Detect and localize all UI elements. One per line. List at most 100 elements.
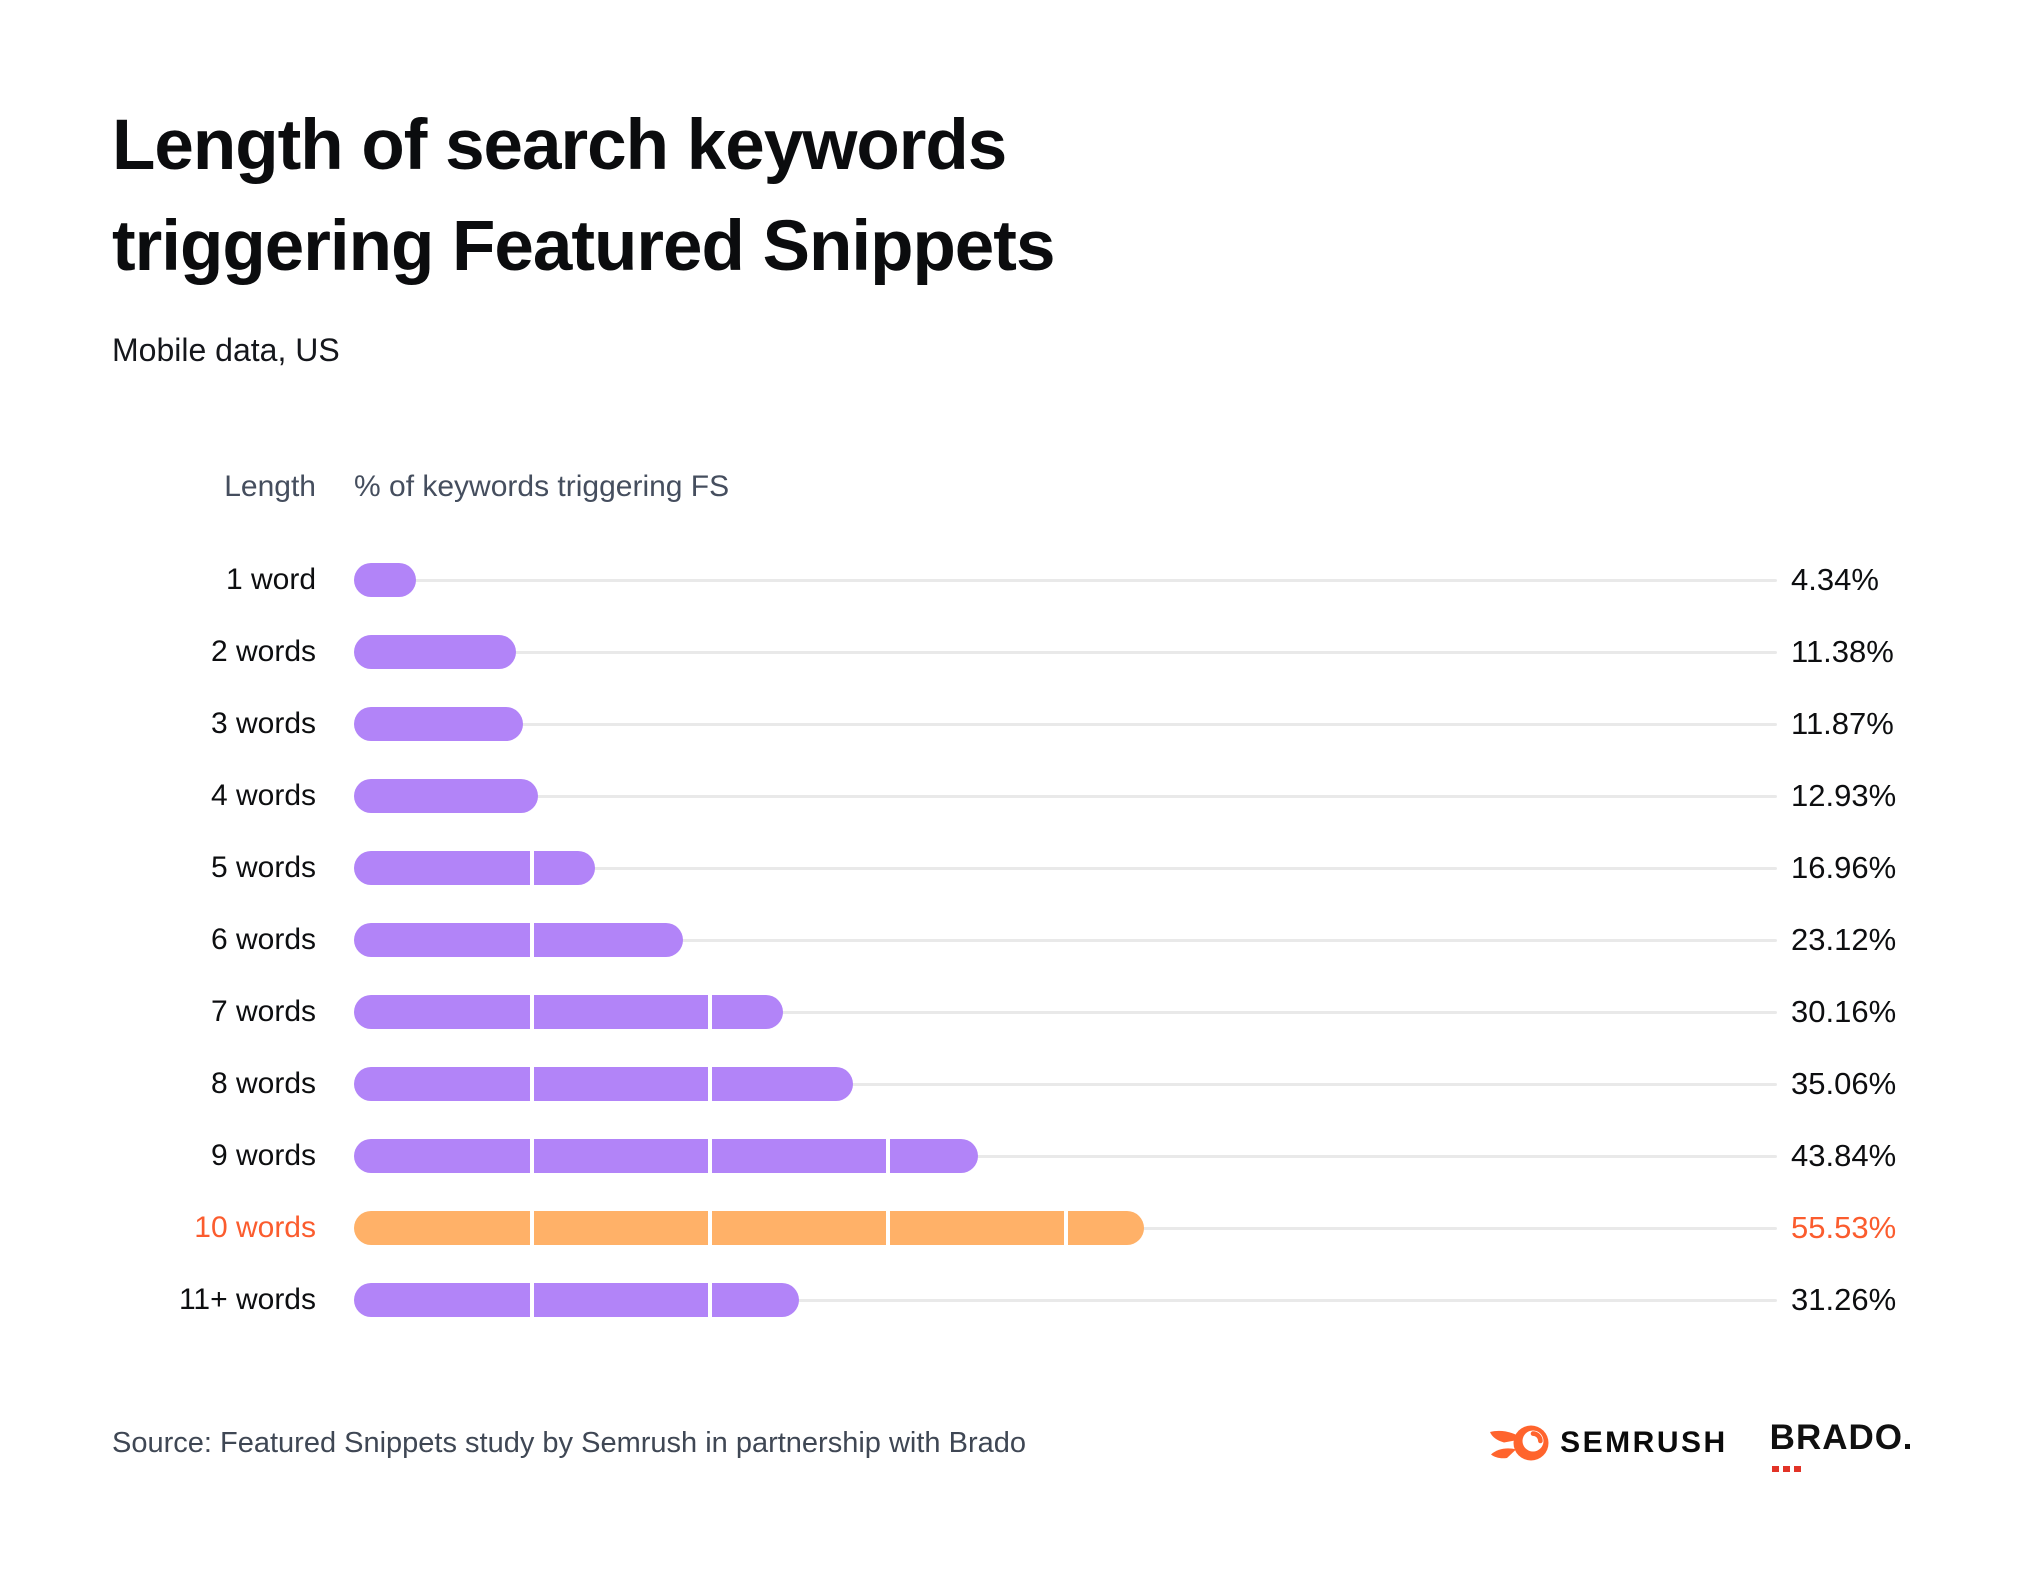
column-header-length: Length [224,470,316,504]
chart-row: 1 word 4.34% [112,544,1910,616]
bar-segment-divider [707,1139,712,1174]
row-label: 8 words [210,1067,316,1101]
bar-fill [354,563,416,598]
bar-fill [354,1067,853,1102]
value-label: 11.38% [1791,634,1894,670]
row-label: 10 words [194,1211,316,1245]
semrush-wordmark: SEMRUSH [1560,1426,1728,1459]
chart-row: 5 words 16.96% [112,832,1910,904]
track-line [354,1010,1777,1014]
row-label: 11+ words [178,1283,316,1317]
bar-segment-divider [529,1139,534,1174]
brado-period-mark [1905,1444,1910,1449]
bar-fill [354,995,784,1030]
source-text: Source: Featured Snippets study by Semru… [112,1426,1026,1459]
bar-segment-divider [529,1283,534,1318]
page-title-line1: Length of search keywords [112,106,1007,185]
chart-row: 10 words 55.53% [112,1192,1910,1264]
page-title-line2: triggering Featured Snippets [112,206,1055,286]
bar-track [354,851,1777,886]
brado-dots-icon [1771,1466,1801,1472]
bar-fill [354,851,596,886]
column-header-value: % of keywords triggering FS [354,470,730,504]
bar-segment-divider [885,1139,890,1174]
chart-row: 8 words 35.06% [112,1048,1910,1120]
track-line [354,578,1777,582]
semrush-logo: SEMRUSH [1488,1424,1728,1462]
bar-segment-divider [529,1211,534,1246]
bar-segment-divider [529,1067,534,1102]
bar-segment-divider [707,1067,712,1102]
chart-row: 3 words 11.87% [112,688,1910,760]
chart-row: 9 words 43.84% [112,1120,1910,1192]
bar-track [354,923,1777,958]
bar-segment-divider [707,995,712,1030]
row-label: 6 words [210,923,316,957]
value-label: 16.96% [1791,850,1897,886]
bar-segment-divider [1063,1211,1068,1246]
brado-wordmark: BRADO [1769,1418,1903,1457]
bar-fill [354,707,523,742]
bar-fill [354,635,516,670]
bar-fill [354,923,683,958]
track-line [354,938,1777,942]
track-line [354,1154,1777,1158]
bar-track [354,995,1777,1030]
value-label: 23.12% [1791,922,1897,958]
track-line [354,650,1777,654]
subtitle: Mobile data, US [112,331,340,368]
bar-segment-divider [529,995,534,1030]
bar-segment-divider [885,1211,890,1246]
value-label: 30.16% [1791,994,1897,1030]
chart-rows: 1 word 4.34% 2 words 11.38% 3 words 11.87% 4 w… [112,544,1910,1336]
bar-track [354,635,1777,670]
bar-track [354,707,1777,742]
track-line [354,866,1777,870]
bar-fill [354,779,538,814]
page-title: Length of search keywords triggering Fea… [112,96,1910,298]
semrush-flame-icon [1490,1425,1549,1461]
value-label: 11.87% [1791,706,1894,742]
footer: Source: Featured Snippets study by Semru… [112,1418,1910,1472]
track-line [354,794,1777,798]
chart-row: 2 words 11.38% [112,616,1910,688]
chart-row: 6 words 23.12% [112,904,1910,976]
bar-segment-divider [707,1211,712,1246]
value-label: 35.06% [1791,1066,1897,1102]
bar-fill [354,1139,978,1174]
bar-track [354,563,1777,598]
bar-chart: Length % of keywords triggering FS 1 wor… [112,466,1910,1336]
value-label: 43.84% [1791,1138,1897,1174]
row-label: 5 words [210,851,316,885]
bar-track [354,779,1777,814]
track-line [354,1082,1777,1086]
brado-logo: BRADO [1769,1418,1910,1472]
value-label: 31.26% [1791,1282,1897,1318]
chart-row: 7 words 30.16% [112,976,1910,1048]
track-line [354,1298,1777,1302]
chart-column-headers: Length % of keywords triggering FS [112,466,1910,508]
row-label: 3 words [210,707,316,741]
bar-track [354,1139,1777,1174]
chart-row: 4 words 12.93% [112,760,1910,832]
row-label: 1 word [225,563,316,597]
track-line [354,722,1777,726]
row-label: 4 words [210,779,316,813]
row-label: 7 words [210,995,316,1029]
value-label: 4.34% [1791,562,1879,598]
row-label: 9 words [210,1139,316,1173]
bar-track [354,1211,1777,1246]
bar-track [354,1283,1777,1318]
row-label: 2 words [210,635,316,669]
value-label: 55.53% [1791,1210,1897,1246]
bar-fill [354,1211,1145,1246]
bar-segment-divider [707,1283,712,1318]
footer-logos: SEMRUSH BRADO [1488,1418,1910,1472]
bar-fill [354,1283,799,1318]
bar-segment-divider [529,851,534,886]
chart-row: 11+ words 31.26% [112,1264,1910,1336]
bar-track [354,1067,1777,1102]
bar-segment-divider [529,923,534,958]
value-label: 12.93% [1791,778,1897,814]
